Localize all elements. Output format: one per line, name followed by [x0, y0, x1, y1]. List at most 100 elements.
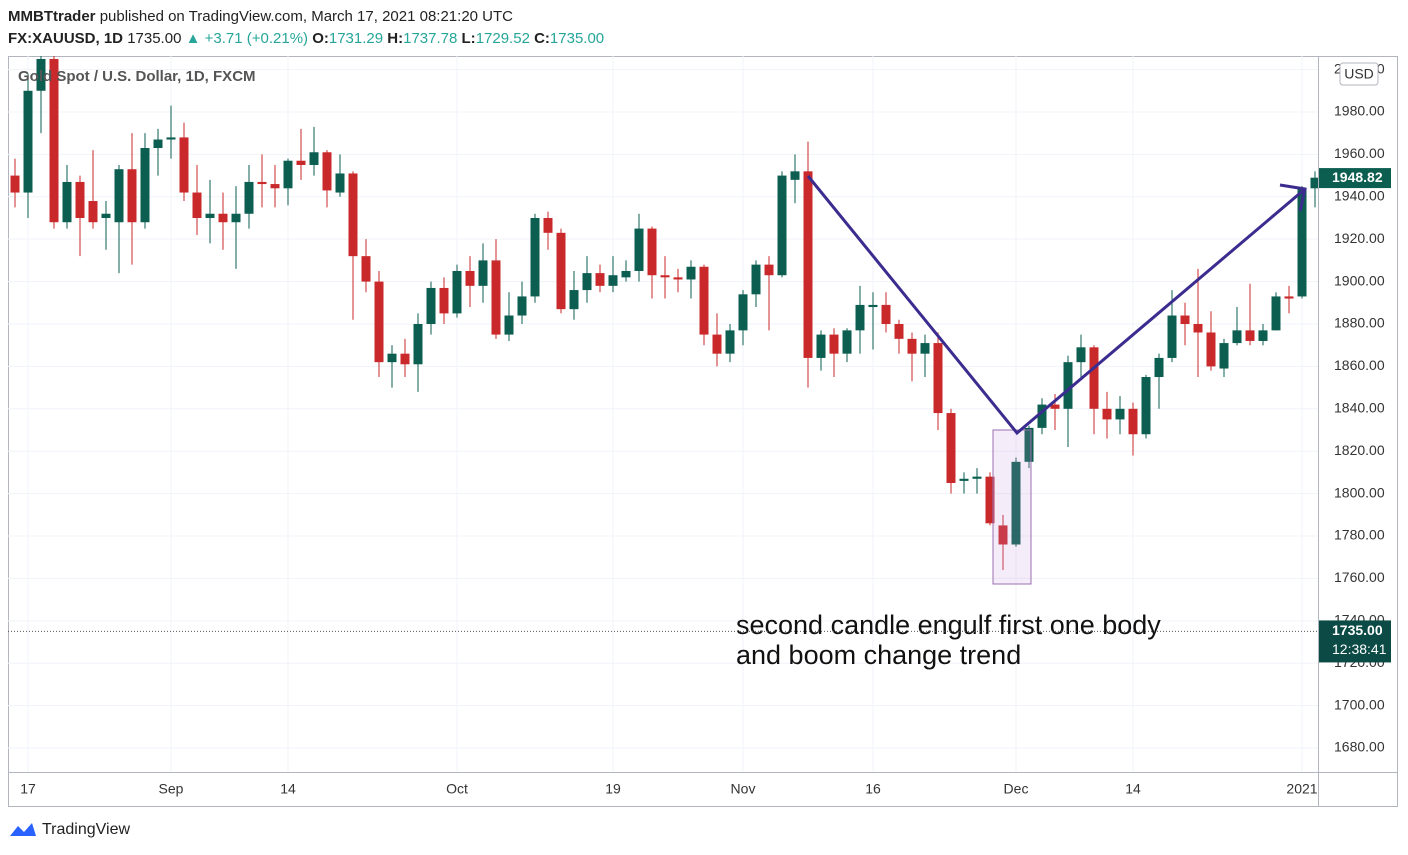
candle-body: [127, 169, 137, 223]
candle-body: [530, 217, 540, 297]
change: +3.71 (+0.21%): [204, 30, 309, 47]
candle-body: [62, 181, 72, 223]
brand: TradingView: [42, 821, 131, 838]
candle-body: [816, 334, 826, 358]
candle-body: [1206, 332, 1216, 367]
candle-body: [478, 260, 488, 286]
drawings: [806, 175, 1307, 585]
y-tick-label: 1900.00: [1334, 272, 1385, 288]
candle-body: [1310, 177, 1318, 189]
candle-body: [244, 181, 254, 214]
candle-body: [491, 260, 501, 335]
candle-body: [751, 264, 761, 295]
candle-body: [803, 171, 813, 358]
candle-body: [1128, 408, 1138, 435]
candle-body: [556, 232, 566, 310]
x-tick-label: 16: [865, 781, 881, 797]
candle-body: [608, 275, 618, 286]
candle-body: [400, 353, 410, 365]
y-tick-label: 1840.00: [1334, 400, 1385, 416]
candle-body: [348, 173, 358, 257]
grid: [8, 56, 1318, 772]
y-tick-label: 1860.00: [1334, 357, 1385, 373]
candle-body: [946, 413, 956, 484]
h-value: 1737.78: [403, 30, 458, 47]
annotation: second candle engulf first one body: [736, 610, 1161, 640]
candle-body: [725, 330, 735, 354]
candle-body: [634, 228, 644, 271]
candle-body: [218, 213, 228, 223]
candle-body: [374, 281, 384, 363]
x-tick-label: Nov: [731, 781, 756, 797]
l-value: 1729.52: [475, 30, 530, 47]
candle-body: [465, 270, 475, 286]
o-value: 1731.29: [328, 30, 384, 47]
c-value: 1735.00: [549, 30, 605, 47]
arrow-head: [1279, 183, 1307, 212]
candle-body: [205, 213, 215, 218]
candle-body: [738, 294, 748, 331]
candle-body: [595, 273, 605, 286]
candle-body: [764, 264, 774, 276]
candle-body: [101, 213, 111, 218]
currency: USD: [1344, 66, 1374, 82]
candle-body: [257, 181, 267, 185]
x-tick-label: 17: [20, 781, 36, 797]
price-badge: [1319, 620, 1391, 663]
candle-body: [1102, 408, 1112, 420]
candle-body: [88, 201, 98, 223]
candles: [10, 56, 1318, 570]
o-label: O:: [312, 30, 329, 47]
highlight-box: [992, 429, 1032, 585]
c-label: C:: [534, 30, 550, 47]
candle-body: [192, 192, 202, 218]
candle-body: [270, 184, 280, 189]
candle-body: [1011, 461, 1021, 545]
candle-body: [543, 217, 553, 233]
candle-body: [1063, 362, 1073, 409]
candle-body: [1037, 404, 1047, 428]
candle-body: [166, 137, 176, 140]
candle-body: [387, 353, 397, 363]
y-tick-label: 1800.00: [1334, 484, 1385, 500]
candle-body: [842, 330, 852, 354]
candle-body: [75, 181, 85, 218]
candle-body: [322, 152, 332, 191]
candle-body: [504, 315, 514, 335]
candle-body: [1141, 377, 1151, 435]
candle-body: [231, 213, 241, 223]
candle-body: [452, 270, 462, 314]
x-tick-label: Dec: [1004, 781, 1029, 797]
candle-body: [335, 173, 345, 193]
candle-body: [933, 343, 943, 414]
current-label: 1948.82: [1332, 169, 1383, 185]
candle-body: [972, 476, 982, 479]
y-tick-label: 1680.00: [1334, 739, 1385, 755]
candle-body: [1232, 330, 1242, 344]
frame: [8, 56, 1398, 807]
annotation: and boom change trend: [736, 640, 1021, 670]
candle-body: [179, 137, 189, 193]
trend-line: [806, 175, 1306, 436]
candle-body: [1050, 404, 1060, 409]
y-tick-label: 1960.00: [1334, 145, 1385, 161]
x-tick-label: Oct: [446, 781, 468, 797]
y-tick-label: 1820.00: [1334, 442, 1385, 458]
candle-body: [829, 334, 839, 354]
candle-body: [23, 90, 33, 193]
candle-body: [49, 58, 59, 223]
candle-body: [868, 304, 878, 308]
h-label: H:: [387, 30, 404, 47]
candle-body: [1024, 427, 1034, 462]
x-tick-label: 19: [605, 781, 621, 797]
candle-body: [517, 296, 527, 316]
candle-body: [1245, 330, 1255, 341]
candle-body: [283, 160, 293, 189]
candle-body: [959, 478, 969, 481]
candle-body: [1284, 296, 1294, 299]
candle-body: [985, 476, 995, 524]
y-tick-label: 1940.00: [1334, 187, 1385, 203]
author: MMBTtrader: [8, 8, 96, 25]
candle-body: [1219, 343, 1229, 369]
